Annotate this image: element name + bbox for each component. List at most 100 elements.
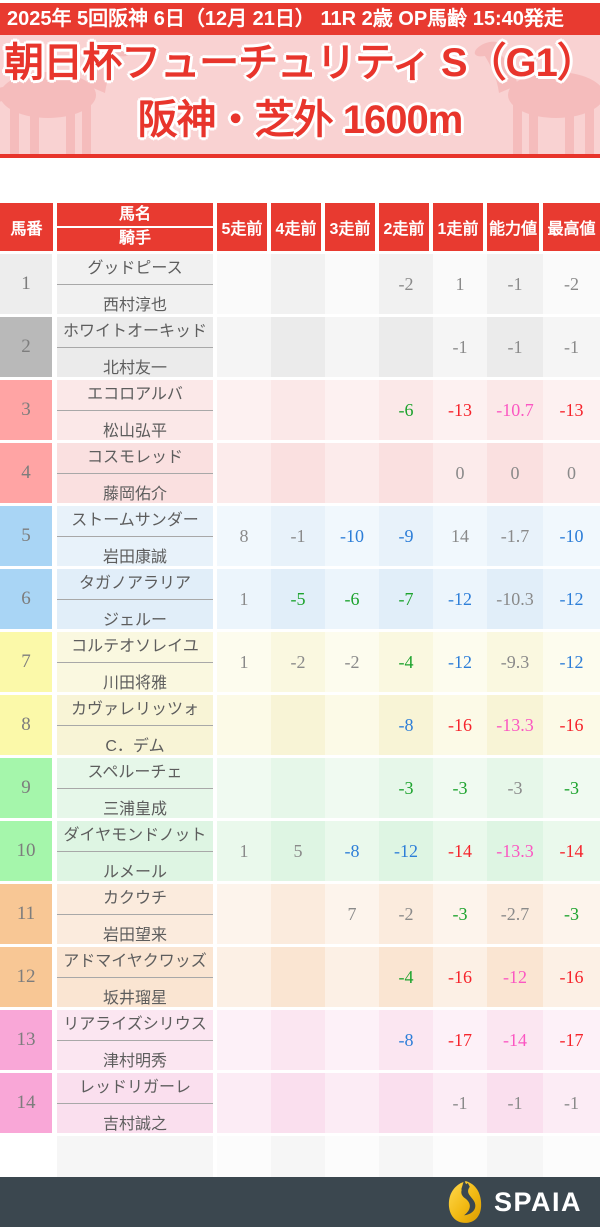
col-kishu: 騎手 — [118, 230, 151, 247]
value-3runs-ago: -8 — [325, 821, 379, 884]
horse-name: ホワイトオーキッド — [57, 317, 213, 348]
value-5runs-ago — [217, 254, 271, 317]
value-1run-ago: 0 — [433, 443, 487, 506]
horse-cell: ホワイトオーキッド 北村友一 — [57, 317, 217, 380]
value-best: -16 — [543, 695, 600, 758]
spaia-flame-icon — [448, 1180, 482, 1223]
value-ability: -13.3 — [487, 695, 543, 758]
empty-cell — [433, 1136, 487, 1177]
footer-bar: SPAIA — [0, 1177, 600, 1227]
value-5runs-ago — [217, 443, 271, 506]
table-row: 2 ホワイトオーキッド 北村友一 -1 -1 -1 — [0, 317, 600, 380]
table-header-row: 馬番 馬名 騎手 5走前 4走前 3走前 2走前 1走前 能力値 最高値 — [0, 203, 600, 254]
value-2runs-ago — [379, 1073, 433, 1136]
race-meta-bar: 2025年 5回阪神 6日（12月 21日） 11R 2歳 OP馬齢 15:40… — [0, 0, 600, 35]
value-2runs-ago: -8 — [379, 1010, 433, 1073]
value-4runs-ago — [271, 884, 325, 947]
jockey-name: 坂井瑠星 — [102, 989, 167, 1007]
value-4runs-ago — [271, 1073, 325, 1136]
horse-number: 12 — [0, 947, 57, 1010]
value-best: -16 — [543, 947, 600, 1010]
value-ability: -10.3 — [487, 569, 543, 632]
value-4runs-ago: -1 — [271, 506, 325, 569]
horse-number: 7 — [0, 632, 57, 695]
value-1run-ago: -12 — [433, 632, 487, 695]
value-best: -14 — [543, 821, 600, 884]
empty-cell — [0, 1136, 57, 1177]
value-5runs-ago — [217, 1010, 271, 1073]
jockey-name: 北村友一 — [102, 359, 167, 377]
jockey-name: ルメール — [102, 863, 167, 881]
empty-cell — [325, 1136, 379, 1177]
value-2runs-ago — [379, 317, 433, 380]
col-umaban: 馬番 — [0, 203, 57, 254]
horse-cell: リアライズシリウス 津村明秀 — [57, 1010, 217, 1073]
value-5runs-ago: 8 — [217, 506, 271, 569]
empty-cell — [271, 1136, 325, 1177]
value-3runs-ago: -6 — [325, 569, 379, 632]
horse-number: 10 — [0, 821, 57, 884]
value-3runs-ago — [325, 443, 379, 506]
value-ability: -1 — [487, 254, 543, 317]
empty-cell — [57, 1136, 217, 1177]
value-2runs-ago: -8 — [379, 695, 433, 758]
race-title-banner: 朝日杯フューチュリティ S（G1） 阪神・芝外 1600m — [0, 35, 600, 158]
col-4runs-ago: 4走前 — [271, 203, 325, 254]
empty-cell — [217, 1136, 271, 1177]
horse-cell: カクウチ 岩田望来 — [57, 884, 217, 947]
horse-cell: コルテオソレイユ 川田将雅 — [57, 632, 217, 695]
horse-number: 5 — [0, 506, 57, 569]
value-best: -13 — [543, 380, 600, 443]
value-5runs-ago — [217, 1073, 271, 1136]
table-row: 8 カヴァレリッツォ C．デム -8 -16 -13.3 -16 — [0, 695, 600, 758]
col-5runs-ago: 5走前 — [217, 203, 271, 254]
value-5runs-ago — [217, 695, 271, 758]
horse-number: 6 — [0, 569, 57, 632]
value-ability: -1 — [487, 1073, 543, 1136]
value-4runs-ago — [271, 254, 325, 317]
value-3runs-ago — [325, 1073, 379, 1136]
value-best: -2 — [543, 254, 600, 317]
jockey-name: 西村淳也 — [102, 296, 167, 314]
table-row: 10 ダイヤモンドノット ルメール 1 5 -8 -12 -14 -13.3 -… — [0, 821, 600, 884]
empty-row — [0, 1136, 600, 1177]
horse-cell: レッドリガーレ 吉村誠之 — [57, 1073, 217, 1136]
brand-name: SPAIA — [493, 1186, 582, 1217]
value-1run-ago: -17 — [433, 1010, 487, 1073]
value-5runs-ago — [217, 317, 271, 380]
horse-number: 13 — [0, 1010, 57, 1073]
horse-number: 1 — [0, 254, 57, 317]
col-bamei-kishu: 馬名 騎手 — [57, 203, 217, 254]
horse-silhouette-icon — [474, 41, 600, 154]
value-1run-ago: -1 — [433, 317, 487, 380]
value-4runs-ago — [271, 947, 325, 1010]
value-5runs-ago: 1 — [217, 821, 271, 884]
horse-name: スペルーチェ — [57, 758, 213, 789]
horse-name: グッドピース — [57, 254, 213, 285]
jockey-name: 川田将雅 — [102, 674, 167, 692]
horse-cell: ダイヤモンドノット ルメール — [57, 821, 217, 884]
value-2runs-ago: -7 — [379, 569, 433, 632]
value-4runs-ago — [271, 443, 325, 506]
horse-name: ダイヤモンドノット — [57, 821, 213, 852]
value-3runs-ago — [325, 380, 379, 443]
horse-name: コルテオソレイユ — [57, 632, 213, 663]
horse-cell: タガノアラリア ジェルー — [57, 569, 217, 632]
jockey-name: 岩田康誠 — [102, 548, 167, 566]
horse-cell: アドマイヤクワッズ 坂井瑠星 — [57, 947, 217, 1010]
value-3runs-ago: 7 — [325, 884, 379, 947]
value-2runs-ago: -12 — [379, 821, 433, 884]
value-4runs-ago — [271, 380, 325, 443]
jockey-name: 藤岡佑介 — [102, 485, 167, 503]
value-1run-ago: -14 — [433, 821, 487, 884]
horse-cell: カヴァレリッツォ C．デム — [57, 695, 217, 758]
table-row: 4 コスモレッド 藤岡佑介 0 0 0 — [0, 443, 600, 506]
empty-cell — [487, 1136, 543, 1177]
value-5runs-ago — [217, 758, 271, 821]
col-bamei: 馬名 — [57, 204, 213, 228]
value-2runs-ago: -4 — [379, 632, 433, 695]
horse-cell: スペルーチェ 三浦皇成 — [57, 758, 217, 821]
empty-cell — [543, 1136, 600, 1177]
value-2runs-ago: -2 — [379, 254, 433, 317]
horse-name: リアライズシリウス — [57, 1010, 213, 1041]
